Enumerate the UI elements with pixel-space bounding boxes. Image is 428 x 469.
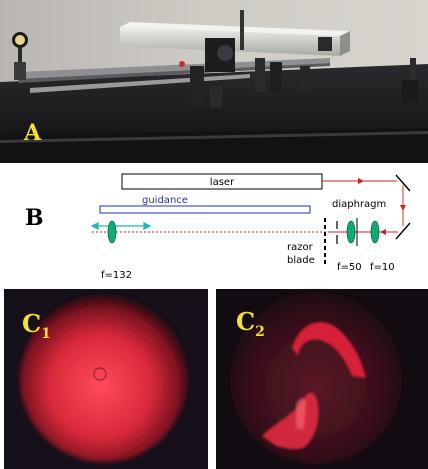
razor-label-line1: razor [287, 242, 314, 253]
lens-f50 [346, 220, 356, 244]
razor-label-line2: blade [287, 255, 315, 266]
beam-arrowheads [358, 178, 406, 235]
central-mounts-photo [179, 10, 310, 108]
panel-c2-label: C2 [236, 307, 265, 340]
laser-box [121, 173, 323, 190]
panel-c1-label: C1 [22, 309, 51, 342]
panel-c1-letter: C [22, 309, 41, 338]
mirror-top [395, 174, 411, 192]
guidance-label: guidance [142, 195, 188, 206]
right-mounts-photo [402, 58, 418, 102]
laser-label: laser [210, 177, 235, 188]
lens-f132-label: f=132 [101, 270, 132, 281]
panel-a-label: A [23, 120, 42, 146]
lens-f10 [370, 220, 380, 244]
panel-b-diagram: B laser guidance f=132 [0, 164, 428, 286]
panel-c2-letter: C [236, 307, 255, 336]
mirror-bottom [395, 222, 411, 240]
guidance-rail [99, 205, 311, 214]
lens-f10-label: f=10 [370, 262, 395, 273]
panel-c1-subscript: 1 [41, 326, 51, 342]
diaphragm-label: diaphragm [332, 199, 386, 210]
panel-c1-image: C1 [4, 289, 208, 469]
c2-upper-arc [292, 322, 366, 378]
left-lens-mount-photo [12, 32, 28, 80]
panel-c2-subscript: 2 [255, 324, 265, 340]
panel-c2-image: C2 [216, 289, 428, 469]
lens-f50-label: f=50 [337, 262, 362, 273]
guide-arrow [90, 222, 152, 230]
lens-f132 [107, 220, 117, 244]
panel-b-label: B [25, 205, 44, 231]
panel-a-photo: A [0, 0, 428, 163]
